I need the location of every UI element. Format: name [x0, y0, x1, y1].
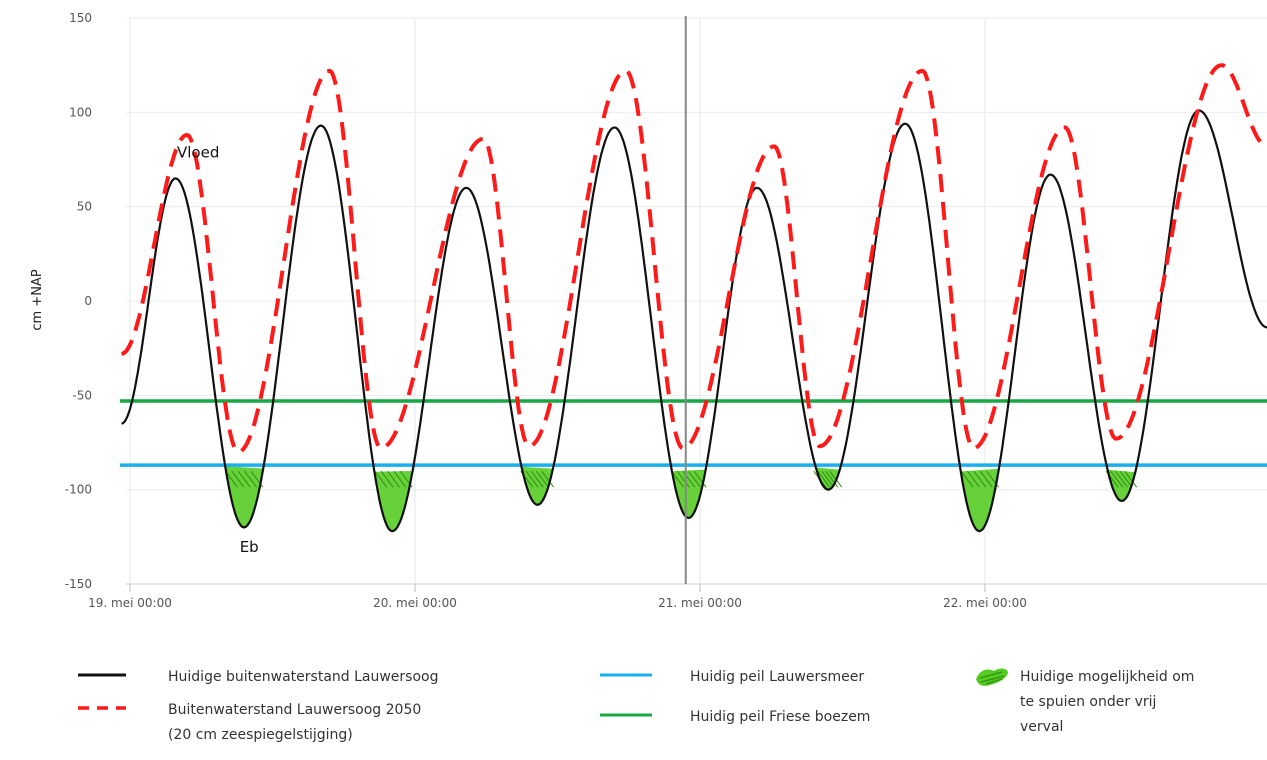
- spui-hatch: [688, 470, 701, 488]
- series-lines: [121, 63, 1267, 533]
- spui-hatch: [979, 470, 993, 488]
- tide-chart: -150 -100 -50 0 50 100 150 19. mei 00:00 20. me…: [30, 11, 1267, 610]
- spui-hatch: [1110, 470, 1124, 488]
- legend-label: Buitenwaterstand Lauwersoog 2050 (20 cm …: [168, 698, 421, 748]
- y-axis-ticks: -150 -100 -50 0 50 100 150: [65, 11, 92, 591]
- legend-line: Huidige mogelijkheid om: [1020, 669, 1195, 685]
- spui-hatch: [825, 470, 839, 488]
- y-tick-label: 50: [77, 200, 92, 214]
- spui-hatch: [821, 470, 835, 488]
- x-axis-ticks: 19. mei 00:00 20. mei 00:00 21. mei 00:00 2…: [88, 596, 1027, 610]
- legend-item-spui-possibility: Huidige mogelijkheid om te spuien onder …: [972, 665, 1194, 740]
- y-tick-label: -50: [72, 388, 92, 402]
- spui-hatch: [393, 470, 407, 488]
- spui-hatch: [960, 470, 974, 488]
- spui-hatch: [244, 470, 257, 488]
- legend-swatch-green-line: [600, 713, 652, 717]
- annotations: Vloed Eb: [177, 144, 259, 556]
- reference-lines: [120, 399, 1267, 467]
- y-tick-label: 100: [69, 105, 92, 119]
- legend-line: Huidig peil Friese boezem: [690, 709, 871, 725]
- spui-hatch: [1124, 470, 1138, 488]
- spui-hatch: [693, 470, 707, 488]
- legend-line: (20 cm zeespiegelstijging): [168, 727, 353, 743]
- legend: Huidige buitenwaterstand Lauwersoog Buit…: [0, 655, 1267, 760]
- spui-hatch: [671, 470, 684, 488]
- spui-hatch: [541, 470, 555, 488]
- spui-hatch: [380, 470, 394, 488]
- x-tick-label: 19. mei 00:00: [88, 596, 172, 610]
- spui-hatch: [237, 470, 251, 488]
- legend-swatch-red-dashed-line: [78, 706, 126, 710]
- spui-hatch: [231, 470, 245, 488]
- spui-hatch: [374, 470, 388, 488]
- chart-annotation: Eb: [240, 538, 259, 556]
- legend-item-2050-water-level: Buitenwaterstand Lauwersoog 2050 (20 cm …: [78, 698, 421, 748]
- spui-shaded-areas: [225, 466, 1138, 532]
- legend-swatch-blue-line: [600, 673, 652, 677]
- spui-hatch: [967, 470, 980, 488]
- spui-hatch: [676, 470, 690, 488]
- x-tick-label: 20. mei 00:00: [373, 596, 457, 610]
- legend-line: Huidig peil Lauwersmeer: [690, 669, 865, 685]
- spui-hatch: [387, 470, 400, 488]
- series-current-water-level: [121, 109, 1267, 533]
- legend-label: Huidige mogelijkheid om te spuien onder …: [1020, 665, 1194, 740]
- series-2050-water-level: [121, 63, 1267, 454]
- spui-hatch: [530, 470, 544, 488]
- legend-label: Huidig peil Friese boezem: [690, 705, 870, 730]
- legend-swatch-green-scribble: [976, 668, 1008, 686]
- legend-label: Huidige buitenwaterstand Lauwersoog: [168, 665, 438, 690]
- spui-hatch: [536, 470, 549, 488]
- legend-item-lauwersmeer-level: Huidig peil Lauwersmeer: [600, 665, 864, 690]
- x-tick-label: 22. mei 00:00: [943, 596, 1027, 610]
- spui-hatch: [1119, 470, 1133, 488]
- spui-hatch: [817, 470, 831, 488]
- chart-annotation: Vloed: [177, 144, 219, 162]
- x-tick-label: 21. mei 00:00: [658, 596, 742, 610]
- legend-line: Buitenwaterstand Lauwersoog 2050: [168, 702, 422, 718]
- legend-line: te spuien onder vrij: [1020, 694, 1157, 710]
- y-tick-label: -100: [65, 483, 92, 497]
- legend-item-friese-boezem-level: Huidig peil Friese boezem: [600, 705, 870, 730]
- legend-item-current-water-level: Huidige buitenwaterstand Lauwersoog: [78, 665, 438, 690]
- spui-hatch: [1115, 470, 1128, 488]
- y-axis-label: cm +NAP: [30, 269, 45, 330]
- y-tick-label: 150: [69, 11, 92, 25]
- spui-hatch: [525, 470, 539, 488]
- legend-swatch-black-line: [78, 673, 126, 677]
- y-tick-label: -150: [65, 577, 92, 591]
- y-tick-label: 0: [84, 294, 92, 308]
- spui-hatch: [973, 470, 987, 488]
- legend-line: verval: [1020, 719, 1064, 735]
- legend-label: Huidig peil Lauwersmeer: [690, 665, 864, 690]
- legend-line: Huidige buitenwaterstand Lauwersoog: [168, 669, 439, 685]
- spui-shaded-area: [225, 466, 264, 528]
